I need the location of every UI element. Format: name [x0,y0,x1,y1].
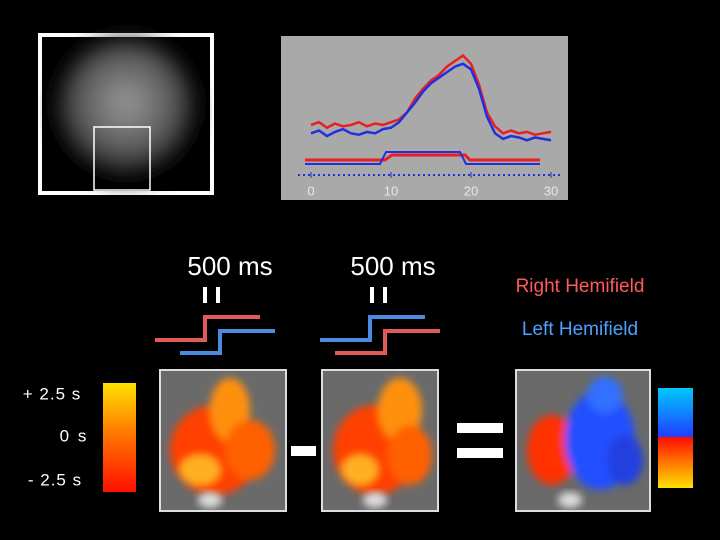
stimulus-trace [305,151,540,165]
x-tick-label: 10 [384,183,398,198]
activation-map [321,369,439,512]
equals-sign [457,423,503,433]
plot-background [281,36,568,200]
activation-map [159,369,287,512]
mri-overview [38,33,214,195]
minus-sign [291,446,316,456]
stimulus-label: 500 ms [350,251,435,281]
scale-label: + 2.5 s [23,384,82,403]
legend-label: Right Hemifield [516,276,645,297]
color-bar [658,388,693,488]
equals-sign [457,448,503,458]
legend-label: Left Hemifield [522,319,638,340]
x-tick-label: 20 [464,183,478,198]
series-line [310,62,552,142]
x-tick-label: 30 [544,183,558,198]
stimulus-trace [305,153,540,162]
color-bar [103,383,136,492]
activation-map [515,369,651,512]
scale-label: 0 s [60,426,89,445]
scale-label: - 2.5 s [28,470,82,489]
stimulus-label: 500 ms [187,251,272,281]
plot: 0 10 20 30 [307,53,558,198]
stimulus-icon [320,287,440,355]
stimulus-icon [155,287,275,355]
x-tick-label: 0 [307,183,314,198]
series-line [310,53,552,136]
